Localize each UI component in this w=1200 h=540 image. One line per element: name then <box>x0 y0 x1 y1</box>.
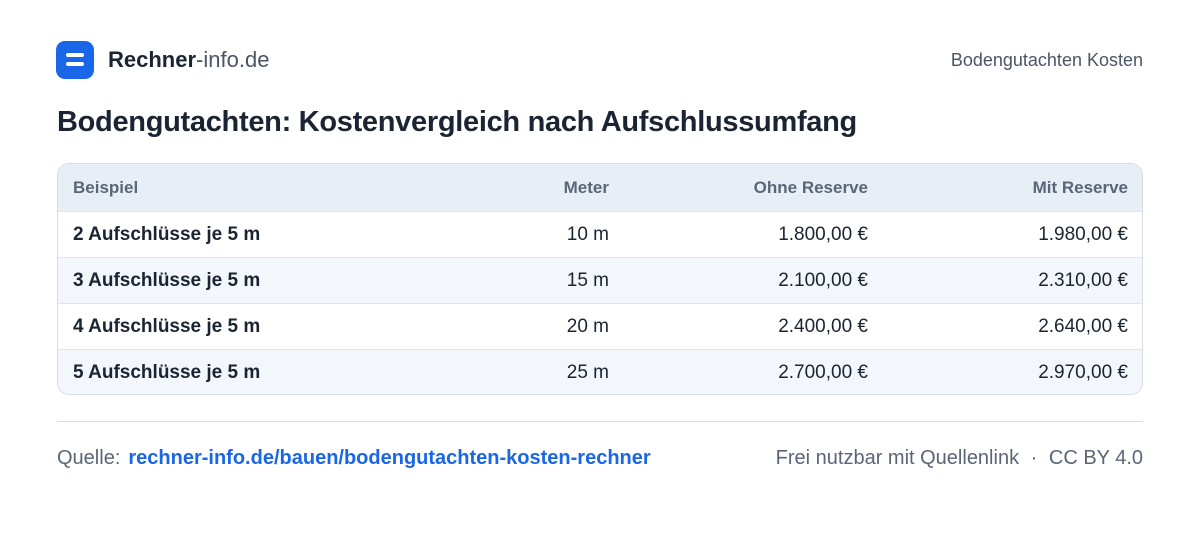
license-info: Frei nutzbar mit Quellenlink · CC BY 4.0 <box>776 447 1143 470</box>
cell: 2.700,00 € <box>778 361 868 383</box>
cell: 2.640,00 € <box>1038 315 1128 337</box>
source-label: Quelle: <box>57 447 121 469</box>
source: Quelle: rechner-info.de/bauen/bodengutach… <box>57 447 651 470</box>
cell: 1.800,00 € <box>778 223 868 245</box>
title: Bodengutachten: Kostenvergleich nach Auf… <box>57 106 857 138</box>
cell: 1.980,00 € <box>1038 223 1128 245</box>
logo-icon <box>56 41 94 79</box>
column-header: Meter <box>563 177 609 197</box>
divider <box>57 421 1143 422</box>
cell: 4 Aufschlüsse je 5 m <box>73 315 261 337</box>
table-row: 2 Aufschlüsse je 5 m 10 m 1.800,00 € 1.980,… <box>58 211 1142 257</box>
cell: 5 Aufschlüsse je 5 m <box>73 361 261 383</box>
table-row: 4 Aufschlüsse je 5 m 20 m 2.400,00 € 2.640,… <box>58 303 1142 349</box>
column-header: Ohne Reserve <box>753 177 868 197</box>
separator: · <box>1030 447 1038 469</box>
table-row: 5 Aufschlüsse je 5 m 25 m 2.700,00 € 2.970,… <box>58 349 1142 394</box>
column-header: Mit Reserve <box>1032 177 1128 197</box>
cell: 20 m <box>566 315 609 337</box>
cell: 10 m <box>566 223 609 245</box>
cell: 2.310,00 € <box>1038 269 1128 291</box>
header-row: Beispiel Meter Ohne Reserve Mit Reserve <box>58 164 1142 211</box>
cell: 2 Aufschlüsse je 5 m <box>73 223 261 245</box>
license: CC BY 4.0 <box>1048 447 1143 469</box>
cell: 2.100,00 € <box>778 269 868 291</box>
column-header: Beispiel <box>73 177 139 197</box>
brand-bold: Rechner <box>108 47 197 72</box>
table-row: 3 Aufschlüsse je 5 m 15 m 2.100,00 € 2.310,… <box>58 257 1142 303</box>
cell: 2.400,00 € <box>778 315 868 337</box>
cell: 2.970,00 € <box>1038 361 1128 383</box>
license-note: Frei nutzbar mit Quellenlink <box>775 447 1020 469</box>
table: Beispiel Meter Ohne Reserve Mit Reserve 2 Au… <box>57 163 1143 395</box>
brand[interactable]: Rechner-info.de <box>108 47 269 73</box>
cell: 25 m <box>566 361 609 383</box>
cell: 15 m <box>566 269 609 291</box>
source-link[interactable]: rechner-info.de/bauen/bodengutachten-kos… <box>128 447 651 469</box>
cell: 3 Aufschlüsse je 5 m <box>73 269 261 291</box>
brand-rest: -info.de <box>196 47 270 72</box>
page-label: Bodengutachten Kosten <box>950 50 1143 70</box>
